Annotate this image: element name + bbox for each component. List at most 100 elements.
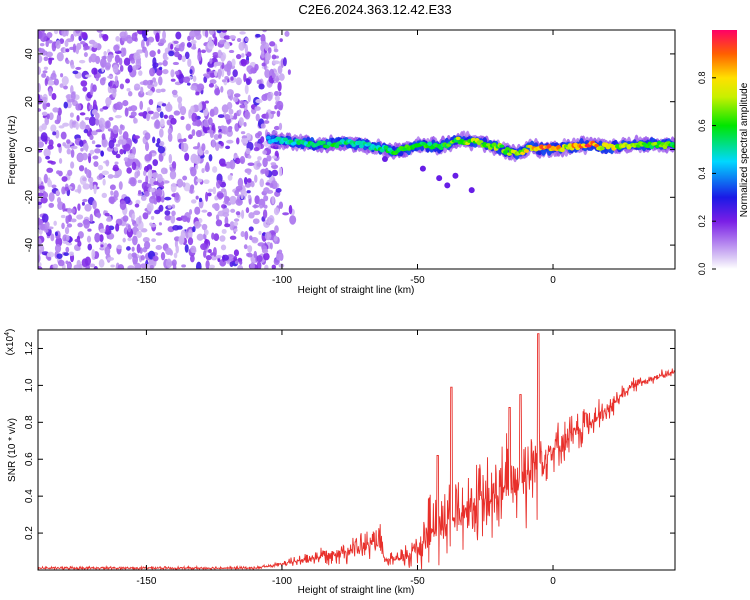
spectrogram-signal-track	[265, 130, 675, 194]
spectrogram-noise-blob	[170, 117, 177, 125]
spectrogram-noise-blob	[247, 252, 253, 258]
spectrogram-noise-blob	[138, 112, 146, 117]
spectrogram-noise-blob	[144, 141, 150, 152]
spectrogram-noise-blob	[259, 178, 265, 188]
spectrogram-noise-blob	[95, 129, 102, 133]
spectrogram-noise-blob	[255, 98, 263, 104]
spectrogram-track-cell	[523, 149, 529, 153]
spectrogram-noise-blob	[38, 201, 43, 205]
spectrogram-noise-blob	[118, 128, 123, 135]
spectrogram-noise-blob	[64, 39, 69, 48]
spectrogram-noise-blob	[189, 30, 197, 38]
spectrogram-track-cell	[594, 143, 600, 148]
spectrogram-noise-blob	[127, 253, 133, 260]
spectrogram-noise-blob	[61, 186, 66, 195]
spectrogram-noise-blob	[244, 110, 251, 120]
spectrogram-noise-blob	[253, 147, 260, 152]
spectrogram-noise-blob	[84, 45, 90, 50]
spectrogram-noise-blob	[95, 212, 102, 218]
spectrogram-noise-blob	[194, 206, 201, 215]
spectrogram-noise-blob	[48, 192, 55, 202]
spectrogram-noise-blob	[152, 62, 159, 68]
spectrogram-noise-blob	[95, 144, 102, 148]
spectrogram-noise-blob	[228, 49, 235, 54]
spectrogram-noise-blob	[200, 243, 208, 251]
spectrogram-noise-blob	[137, 179, 142, 184]
spectrogram-noise-blob	[66, 234, 70, 242]
spectrogram-noise-blob	[57, 259, 65, 267]
spectrogram-noise-blob	[237, 264, 244, 269]
spectrogram-noise-blob	[47, 179, 53, 188]
spectrogram-noise-blob	[147, 169, 153, 180]
spectrogram-noise-blob	[72, 121, 76, 125]
spectrogram-noise	[38, 30, 297, 269]
spectrogram-noise-blob	[256, 162, 262, 167]
spectrogram-noise-blob	[42, 96, 47, 101]
spectrogram-noise-blob	[57, 196, 62, 204]
spectrogram-noise-blob	[140, 263, 148, 269]
spectrogram-noise-blob	[105, 62, 111, 70]
spectrogram-noise-blob	[38, 66, 41, 75]
spectrogram-track-cell	[438, 146, 444, 150]
spectrogram-track-cell	[654, 144, 660, 149]
spectrogram-noise-blob	[94, 112, 100, 120]
spectrogram-noise-blob	[162, 68, 169, 75]
spectrogram-noise-blob	[241, 53, 245, 58]
spectrogram-noise-blob	[115, 223, 120, 232]
spectrogram-noise-blob	[133, 83, 141, 91]
spectrogram-noise-blob	[84, 203, 92, 212]
spectrogram-noise-blob	[115, 101, 123, 111]
spectrogram-noise-blob	[196, 178, 203, 183]
spectrogram-noise-blob	[256, 261, 262, 269]
spectrogram-noise-blob	[196, 233, 204, 241]
spectrogram-noise-blob	[223, 35, 231, 40]
spectrogram-noise-blob	[134, 118, 138, 124]
spectrogram-noise-blob	[278, 201, 284, 209]
spectrogram-noise-blob	[262, 157, 268, 168]
spectrogram-noise-blob	[72, 43, 77, 53]
spectrogram-track-cell	[652, 141, 658, 146]
spectrogram-noise-blob	[149, 50, 156, 58]
spectrogram-noise-blob	[190, 85, 198, 91]
spectrogram-noise-blob	[195, 91, 200, 96]
spectrogram-noise-blob	[189, 184, 194, 194]
spectrogram-noise-blob	[105, 159, 110, 167]
spectrogram-track-cell	[292, 141, 298, 145]
spectrogram-noise-blob	[38, 108, 42, 112]
spectrogram-noise-blob	[235, 211, 241, 216]
spectrogram-noise-blob	[254, 63, 259, 71]
spectrogram-noise-blob	[101, 133, 106, 141]
snr-ytick-label: 1.2	[24, 341, 35, 355]
spectrogram-noise-blob	[119, 200, 127, 211]
spectrogram-noise-blob	[77, 240, 82, 247]
spectrogram-noise-blob	[265, 182, 270, 186]
spectrogram-noise-blob	[204, 149, 209, 155]
spectrogram-noise-blob	[263, 195, 269, 202]
spectrogram-noise-blob	[98, 117, 105, 127]
spectrogram-noise-blob	[264, 42, 270, 51]
spectrogram-noise-blob	[107, 256, 115, 261]
spectrogram-noise-blob	[185, 123, 192, 131]
spectrogram-noise-blob	[245, 78, 251, 86]
spectrogram-noise-blob	[157, 146, 166, 154]
spectrogram-noise-blob	[100, 57, 107, 68]
spectrogram-x-axis-label: Height of straight line (km)	[298, 285, 415, 296]
spectrogram-ytick-label: 40	[24, 48, 35, 60]
spectrogram-noise-blob	[265, 112, 269, 120]
spectrogram-noise-blob	[171, 210, 176, 217]
spectrogram-noise-blob	[243, 176, 248, 185]
spectrogram-noise-blob	[150, 196, 156, 200]
spectrogram-noise-blob	[50, 160, 56, 165]
spectrogram-noise-blob	[41, 123, 47, 131]
snr-x-axis-label: Height of straight line (km)	[298, 585, 415, 596]
spectrogram-noise-blob	[65, 215, 70, 225]
spectrogram-noise-blob	[195, 164, 199, 170]
spectrogram-noise-blob	[56, 170, 61, 175]
spectrogram-noise-blob	[63, 252, 69, 257]
spectrogram-noise-blob	[269, 41, 276, 47]
spectrogram-noise-blob	[46, 102, 51, 108]
spectrogram-noise-blob	[140, 195, 147, 201]
spectrogram-noise-blob	[130, 111, 137, 117]
spectrogram-noise-blob	[119, 83, 125, 90]
spectrogram-noise-blob	[47, 144, 54, 150]
